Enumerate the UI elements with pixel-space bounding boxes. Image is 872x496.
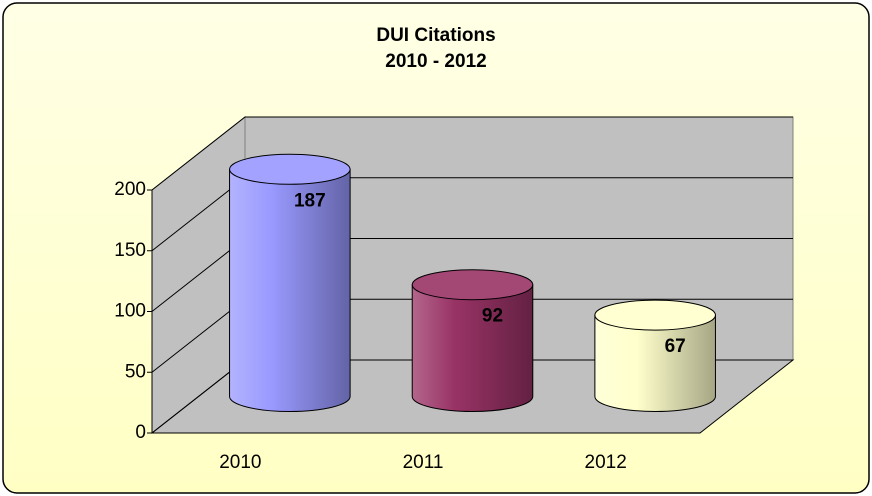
cylinder-top xyxy=(594,299,716,331)
grid-line xyxy=(151,116,793,191)
x-tick-label: 2010 xyxy=(219,452,261,473)
cylinder-top xyxy=(229,153,351,185)
cylinder xyxy=(229,168,351,412)
y-tick-label: 100 xyxy=(114,301,146,322)
cylinder-top xyxy=(411,269,534,301)
value-label: 67 xyxy=(665,336,686,357)
y-tick-label: 200 xyxy=(114,179,146,200)
value-label: 187 xyxy=(294,190,326,211)
chart-subtitle: 2010 - 2012 xyxy=(385,51,486,72)
y-tick-label: 0 xyxy=(135,422,146,443)
chart-title: DUI Citations xyxy=(376,25,495,46)
y-tick-label: 50 xyxy=(125,361,146,382)
x-tick-label: 2012 xyxy=(585,452,627,473)
value-label: 92 xyxy=(482,306,503,327)
y-tick-label: 150 xyxy=(114,240,146,261)
cylinder xyxy=(594,314,716,412)
x-tick-label: 2011 xyxy=(403,452,444,473)
cylinder xyxy=(411,284,534,412)
